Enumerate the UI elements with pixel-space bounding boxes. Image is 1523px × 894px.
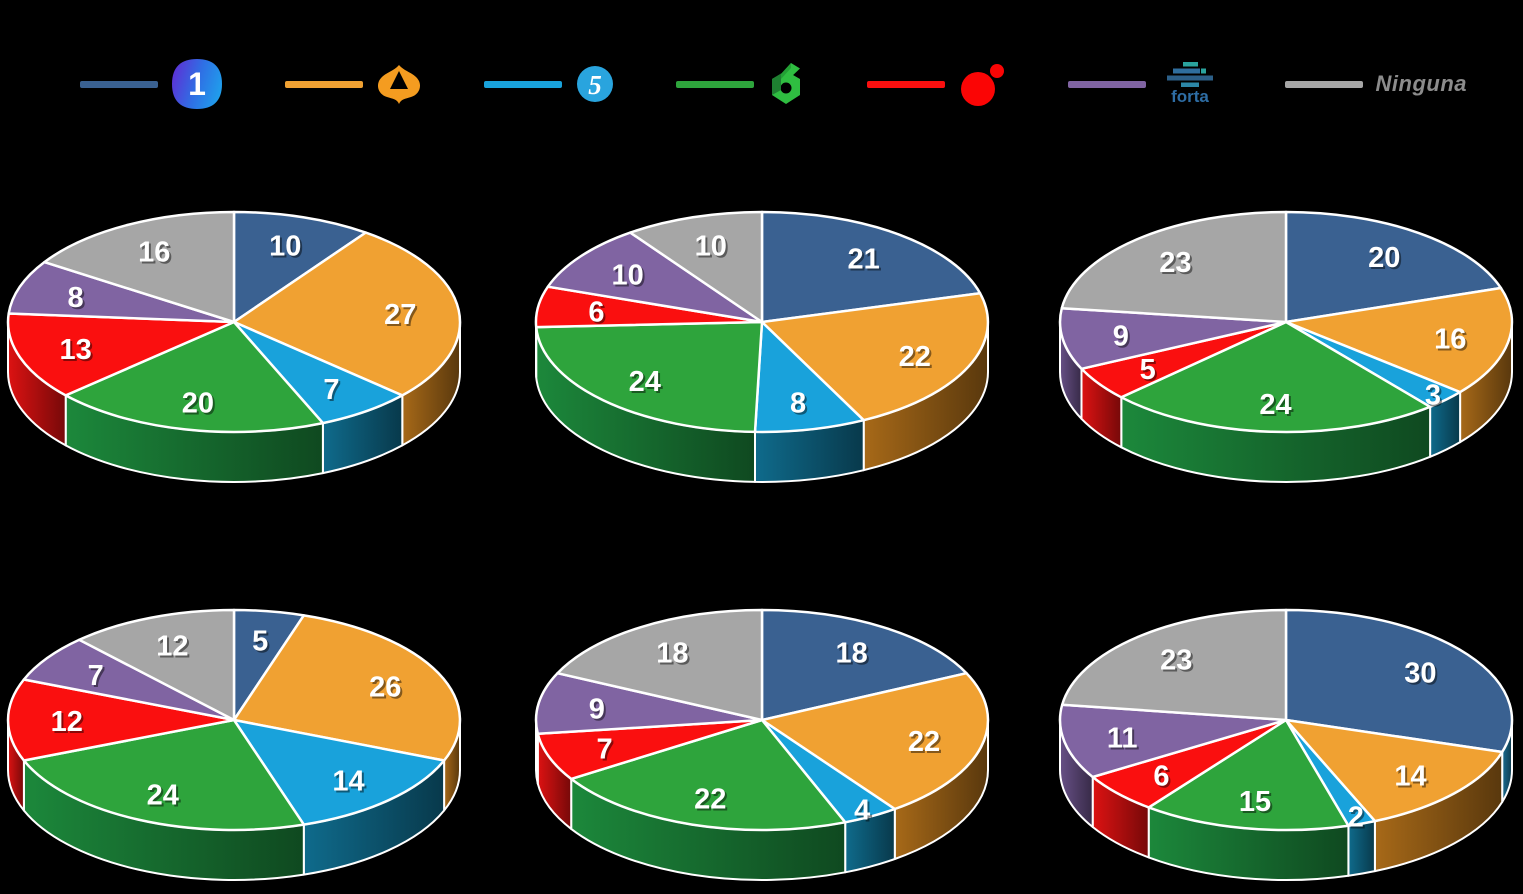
legend-item-la1: 1 <box>80 58 223 110</box>
slice-value-label: 4 <box>854 795 870 827</box>
legend-swatch-telecinco <box>484 81 562 88</box>
slice-value-label: 24 <box>629 366 661 398</box>
slice-value-label: 18 <box>835 637 867 669</box>
slice-value-label: 15 <box>1239 786 1271 818</box>
slice-value-label: 8 <box>790 388 806 420</box>
slice-value-label: 2 <box>1348 801 1364 833</box>
slice-value-label: 20 <box>182 388 214 420</box>
legend-item-lasexta <box>676 61 805 107</box>
slice-value-label: 9 <box>1113 321 1129 353</box>
slice-value-label: 16 <box>138 237 170 269</box>
slice-value-label: 23 <box>1159 247 1191 279</box>
slice-value-label: 11 <box>1107 722 1138 754</box>
forta-logo: forta <box>1159 60 1223 108</box>
slice-value-label: 24 <box>147 780 179 812</box>
slice-value-label: 7 <box>88 660 104 692</box>
telecinco-digit: 5 <box>588 70 602 100</box>
la1-logo: 1 <box>171 58 223 110</box>
legend: 1 5 <box>80 46 1467 122</box>
antena3-logo <box>376 63 422 105</box>
slice-value-label: 22 <box>694 783 726 815</box>
legend-item-telecinco: 5 <box>484 64 615 104</box>
slice-value-label: 7 <box>597 734 613 766</box>
slice-value-label: 16 <box>1434 323 1466 355</box>
slice-value-label: 6 <box>1153 760 1169 792</box>
legend-label-ninguna: Ninguna <box>1376 71 1468 97</box>
legend-item-red-ball <box>867 62 1006 106</box>
slice-value-label: 12 <box>156 630 188 662</box>
slice-value-label: 10 <box>611 260 643 292</box>
legend-swatch-la1 <box>80 81 158 88</box>
slice-value-label: 3 <box>1425 380 1441 412</box>
legend-swatch-forta <box>1068 81 1146 88</box>
slice-value-label: 23 <box>1160 645 1192 677</box>
slice-value-label: 24 <box>1259 389 1291 421</box>
slice-value-label: 6 <box>588 297 604 329</box>
slice-value-label: 22 <box>908 726 940 758</box>
legend-swatch-ninguna <box>1285 81 1363 88</box>
slice-value-label: 13 <box>59 334 91 366</box>
la1-digit: 1 <box>188 66 206 102</box>
slice-value-label: 30 <box>1404 658 1436 690</box>
slice-value-label: 5 <box>252 626 268 658</box>
slice-value-label: 7 <box>323 374 339 406</box>
slice-value-label: 12 <box>51 706 83 738</box>
slice-value-label: 10 <box>695 231 727 263</box>
slice-value-label: 20 <box>1368 242 1400 274</box>
slice-value-label: 18 <box>656 637 688 669</box>
legend-item-antena3 <box>285 63 422 105</box>
slice-value-label: 22 <box>899 341 931 373</box>
telecinco-logo: 5 <box>575 64 615 104</box>
red-ball-logo <box>958 62 1006 106</box>
slice-value-label: 10 <box>269 231 301 263</box>
slice-value-label: 9 <box>589 693 605 725</box>
legend-item-forta: forta <box>1068 60 1223 108</box>
slice-value-label: 14 <box>1394 760 1426 792</box>
legend-item-ninguna: Ninguna <box>1285 71 1468 97</box>
lasexta-logo <box>767 61 805 107</box>
slice-value-label: 27 <box>384 299 416 331</box>
slice-value-label: 26 <box>369 671 401 703</box>
forta-wordmark: forta <box>1171 87 1209 106</box>
legend-swatch-red-ball <box>867 81 945 88</box>
slice-value-label: 21 <box>847 243 879 275</box>
legend-swatch-antena3 <box>285 81 363 88</box>
slice-value-label: 14 <box>332 765 364 797</box>
slice-value-label: 8 <box>68 282 84 314</box>
slice-value-label: 5 <box>1140 354 1156 386</box>
legend-swatch-lasexta <box>676 81 754 88</box>
